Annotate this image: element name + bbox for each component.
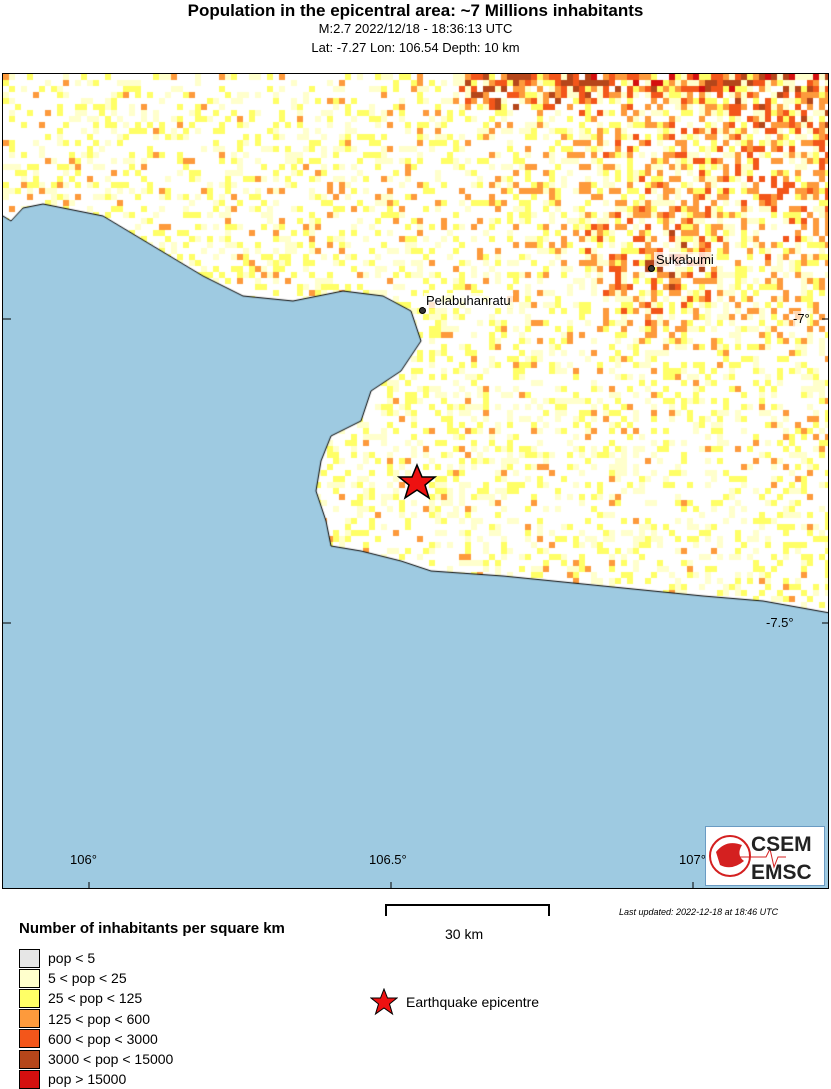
event-location: Lat: -7.27 Lon: 106.54 Depth: 10 km: [311, 40, 520, 55]
city-marker: [419, 307, 426, 314]
legend-epicentre: Earthquake epicentre: [370, 988, 539, 1016]
legend-item: 5 < pop < 25: [19, 968, 127, 988]
city-label-sukabumi: Sukabumi: [654, 252, 716, 267]
map-title: Population in the epicentral area: ~7 Mi…: [187, 1, 644, 20]
lat-label: -7.5°: [766, 615, 794, 630]
scale-label: 30 km: [445, 926, 484, 942]
scale-bar: [385, 904, 550, 916]
legend-label: 600 < pop < 3000: [48, 1030, 158, 1047]
legend-label: 3000 < pop < 15000: [48, 1051, 174, 1067]
legend-label: pop > 15000: [48, 1071, 127, 1088]
legend-swatch: [19, 1029, 40, 1049]
legend-swatch: [19, 1069, 40, 1089]
legend-swatch: [19, 988, 40, 1008]
legend-label: 125 < pop < 600: [48, 1010, 150, 1027]
epicenter-star: [396, 463, 438, 500]
svg-text:EMSC: EMSC: [751, 861, 812, 884]
legend-item: 3000 < pop < 15000: [19, 1049, 173, 1069]
legend-swatch: [19, 968, 40, 988]
map-overlay: [3, 318, 828, 888]
lon-label: 107°: [679, 852, 706, 867]
legend-item: 600 < pop < 3000: [19, 1029, 158, 1049]
population-map: 106° 106.5° 107° -7° -7.5° Sukabumi Pela…: [2, 73, 829, 889]
city-label-pelabuhanratu: Pelabuhanratu: [424, 293, 513, 308]
csem-emsc-logo: CSEM EMSC: [705, 826, 825, 886]
last-updated: Last updated: 2022-12-18 at 18:46 UTC: [619, 907, 779, 917]
lon-label: 106°: [70, 852, 97, 867]
legend-swatch: [19, 1049, 40, 1069]
legend-label: 25 < pop < 125: [48, 990, 143, 1007]
legend-item: 25 < pop < 125: [19, 988, 142, 1008]
star-icon: [370, 988, 398, 1016]
legend-item: pop < 5: [19, 948, 95, 968]
svg-text:CSEM: CSEM: [751, 833, 812, 856]
legend-item: 125 < pop < 600: [19, 1009, 150, 1029]
legend-label: 5 < pop < 25: [48, 970, 127, 987]
legend-epicentre-label: Earthquake epicentre: [406, 994, 540, 1010]
legend-label: pop < 5: [48, 950, 96, 966]
legend-item: pop > 15000: [19, 1069, 126, 1089]
event-magnitude-time: M:2.7 2022/12/18 - 18:36:13 UTC: [318, 21, 513, 36]
lat-label: -7°: [793, 311, 810, 326]
legend-swatch: [19, 948, 40, 968]
lon-label: 106.5°: [369, 852, 407, 867]
legend-title: Number of inhabitants per square km: [19, 920, 285, 937]
legend-swatch: [19, 1009, 40, 1029]
city-marker: [648, 265, 655, 272]
